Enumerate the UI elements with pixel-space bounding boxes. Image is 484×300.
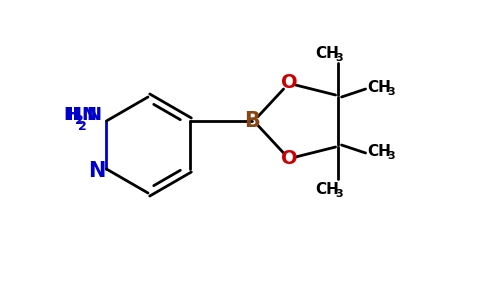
Text: H: H xyxy=(63,106,78,124)
Text: N: N xyxy=(88,161,105,181)
Text: O: O xyxy=(281,149,298,169)
Text: N: N xyxy=(81,106,96,124)
Text: B: B xyxy=(243,111,259,131)
Text: CH: CH xyxy=(368,80,392,94)
Text: N: N xyxy=(87,106,102,124)
Text: 3: 3 xyxy=(336,53,343,63)
Text: 3: 3 xyxy=(336,189,343,199)
Text: 3: 3 xyxy=(388,151,395,161)
Text: 2: 2 xyxy=(75,113,84,127)
Text: CH: CH xyxy=(368,143,392,158)
Text: CH: CH xyxy=(316,46,339,61)
Text: 3: 3 xyxy=(388,87,395,97)
Text: 2: 2 xyxy=(78,120,87,133)
Text: CH: CH xyxy=(316,182,339,196)
Text: H: H xyxy=(66,106,81,124)
Text: O: O xyxy=(281,74,298,92)
